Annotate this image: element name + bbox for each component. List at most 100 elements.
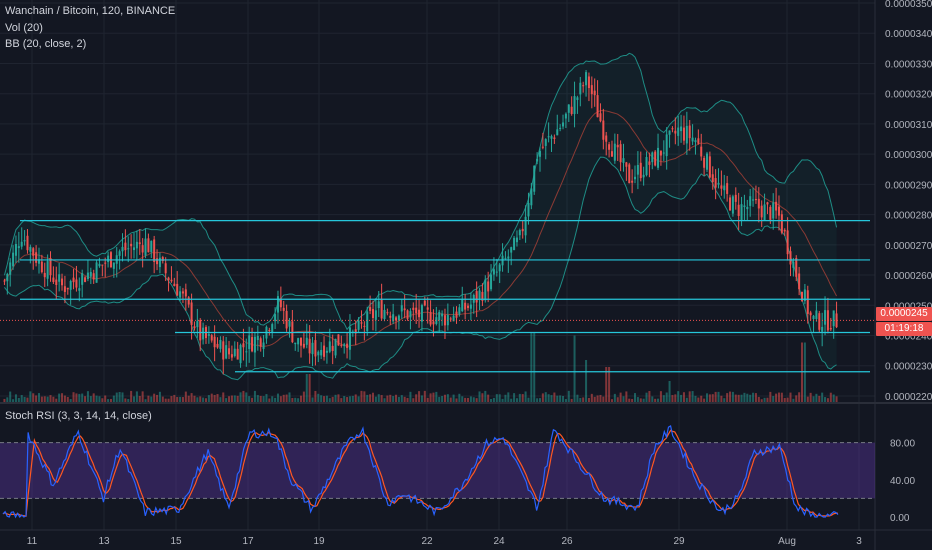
volume-bar [815,393,818,402]
candle-body [809,312,812,316]
candle-body [222,341,225,360]
candle-body [642,174,645,178]
volume-bar [484,390,487,402]
y-tick-label: 0.0000270 [885,241,932,252]
volume-bar [469,396,472,402]
volume-bar [133,396,136,402]
countdown-tag: 01:19:18 [876,322,932,336]
x-tick-label: Aug [778,536,796,547]
candle-body [400,305,403,312]
volume-bar [40,396,43,402]
volume-bar [464,397,467,402]
volume-bar [682,392,685,402]
candle-body [187,297,190,305]
candle-body [61,278,64,286]
candle-body [452,315,455,322]
volume-bar [806,396,809,402]
volume-bar [515,398,518,402]
candle-body [374,310,377,320]
candle-body [89,271,92,277]
candle-body [63,286,66,292]
candle-body [239,344,242,364]
candle-body [331,345,334,351]
candle-body [547,136,550,138]
y-tick-label: 0.0000290 [885,180,932,191]
volume-bar [109,398,112,402]
candle-body [749,196,752,206]
volume-bar [259,395,262,402]
candle-body [826,310,829,331]
volume-bar [582,397,585,402]
volume-bar [325,395,328,402]
volume-bar [268,398,271,402]
volume-bar [458,393,461,402]
candle-body [199,320,202,341]
volume-bar [233,395,236,402]
candle-body [285,310,288,329]
candle-body [248,335,251,350]
volume-bar [665,392,668,402]
volume-bar [541,393,544,402]
candle-body [527,202,530,217]
candle-body [711,174,714,182]
candle-body [92,273,95,280]
volume-legend: Vol (20) [5,22,43,34]
volume-bar [475,398,478,402]
y-tick-label: 0.0000320 [885,90,932,101]
candle-body [610,151,613,157]
volume-bar [567,390,570,402]
candle-body [256,335,259,341]
volume-bar [271,396,274,402]
candle-body [651,152,654,163]
y-tick-label: 0.0000350 [885,0,932,10]
candle-body [432,321,435,325]
volume-bar [150,396,153,402]
volume-bar [371,392,374,402]
volume-bar [348,396,351,402]
candle-body [26,235,29,251]
candle-body [587,76,590,89]
volume-bar [513,393,516,402]
candle-body [513,237,516,251]
candle-body [245,351,248,353]
volume-bar [46,396,49,402]
volume-bar [409,391,412,402]
volume-bar [302,391,305,402]
volume-bar [418,391,421,402]
volume-bar [743,392,746,402]
volume-bar [334,394,337,402]
candle-body [176,283,179,296]
volume-bar [590,393,593,402]
candle-body [562,122,565,127]
candle-body [52,277,55,283]
volume-bar [752,392,755,402]
volume-bar [43,396,46,402]
candle-body [608,144,611,150]
volume-bar [688,391,691,402]
candle-body [43,272,46,278]
volume-bar [714,391,717,402]
candle-body [717,182,720,185]
volume-bar [366,394,369,402]
candle-body [17,246,20,249]
volume-bar [654,398,657,402]
volume-bar [328,398,331,402]
volume-bar [400,395,403,402]
candle-body [469,304,472,309]
volume-bar [616,397,619,402]
candle-body [386,312,389,314]
y-tick-label: 0.0000240 [885,332,932,343]
candle-body [798,273,801,290]
candle-body [348,327,351,350]
volume-bar [412,398,415,402]
volume-bar [553,392,556,402]
volume-bar [754,393,757,402]
volume-bar [763,397,766,402]
candle-body [377,301,380,309]
candle-body [639,162,642,179]
volume-bar [26,397,29,402]
volume-bar [521,394,524,402]
y-tick-label: 0.0000280 [885,211,932,222]
volume-bar [544,392,547,402]
